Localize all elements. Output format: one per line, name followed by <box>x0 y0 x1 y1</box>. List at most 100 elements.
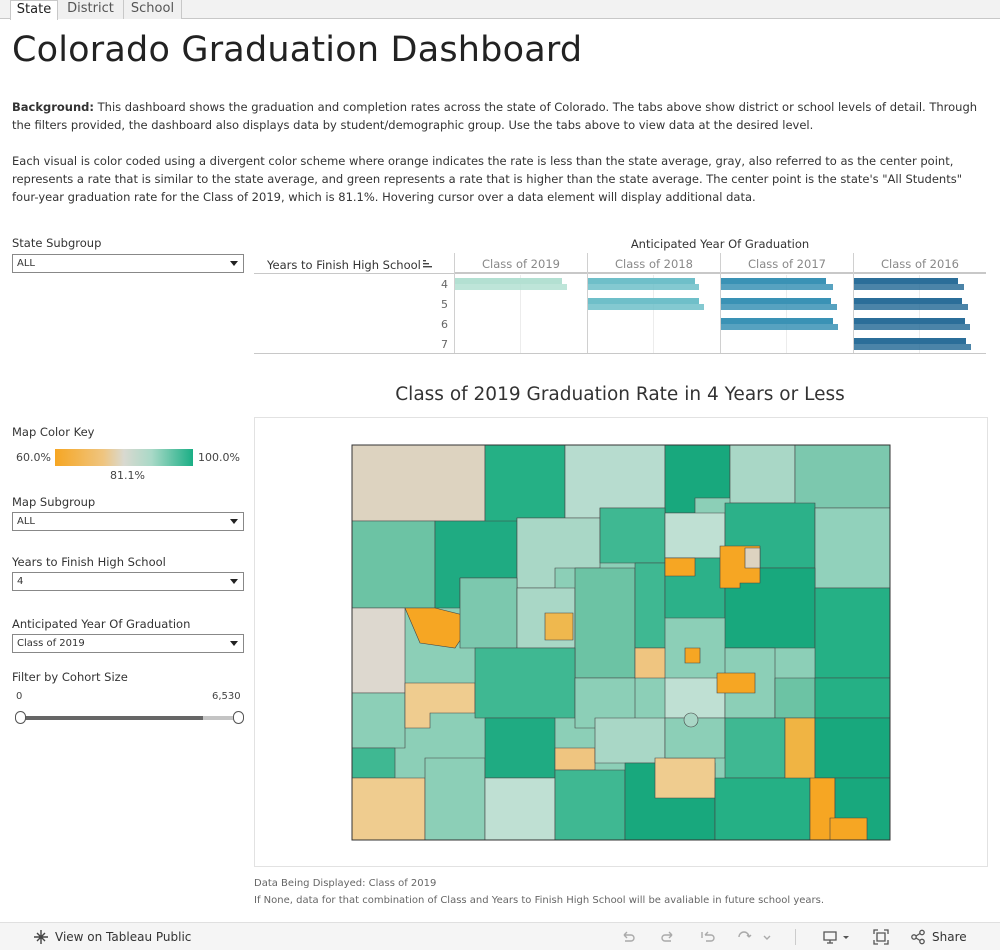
chevron-down-icon[interactable] <box>841 929 851 945</box>
district-region <box>774 677 816 719</box>
download-icon[interactable] <box>822 929 838 945</box>
district-region <box>574 567 636 679</box>
state-subgroup-value: ALL <box>17 258 35 269</box>
anticipated-year-select[interactable]: Class of 2019 <box>12 634 244 653</box>
bar-class-of-2017-row-5[interactable] <box>721 304 838 310</box>
bar-class-of-2018-row-5[interactable] <box>588 298 700 304</box>
map-subgroup-value: ALL <box>17 516 35 527</box>
refresh-icon[interactable] <box>736 929 752 945</box>
table-bottom-rule <box>254 353 986 354</box>
color-key-max: 100.0% <box>198 451 240 464</box>
years-to-finish-label: Years to Finish High School <box>12 555 166 569</box>
bar-class-of-2017-row-5[interactable] <box>721 298 831 304</box>
district-region <box>484 445 566 529</box>
district-region <box>474 647 576 719</box>
cohort-slider-max-handle[interactable] <box>233 711 244 724</box>
background-lead: Background: <box>12 100 94 114</box>
bar-class-of-2016-row-6[interactable] <box>854 324 971 330</box>
district-region <box>814 717 890 779</box>
district-region <box>554 747 596 771</box>
district-region <box>814 677 890 719</box>
district-region <box>634 562 666 649</box>
fullscreen-icon[interactable] <box>873 929 889 945</box>
cohort-slider-min-handle[interactable] <box>15 711 26 724</box>
district-region <box>564 445 666 519</box>
tab-school[interactable]: School <box>124 0 182 19</box>
state-subgroup-select[interactable]: ALL <box>12 254 244 273</box>
bar-class-of-2017-row-6[interactable] <box>721 324 839 330</box>
page-title: Colorado Graduation Dashboard <box>12 30 583 70</box>
district-region <box>744 547 761 569</box>
tableau-logo-icon[interactable] <box>33 929 49 945</box>
background-paragraph: Background: This dashboard shows the gra… <box>12 98 988 134</box>
bar-class-of-2016-row-4[interactable] <box>854 278 959 284</box>
bar-class-of-2019-row-4[interactable] <box>455 284 568 290</box>
bar-class-of-2018-row-4[interactable] <box>588 278 695 284</box>
district-region <box>352 607 406 694</box>
bar-class-of-2017-row-6[interactable] <box>721 318 833 324</box>
district-region <box>784 717 816 789</box>
district-region <box>664 512 726 559</box>
view-on-tableau-public-link[interactable]: View on Tableau Public <box>55 930 192 944</box>
map-subgroup-label: Map Subgroup <box>12 495 96 509</box>
district-region <box>714 777 811 840</box>
gridline <box>786 275 787 353</box>
district-region <box>664 677 726 719</box>
district-region <box>809 777 836 840</box>
anticipated-year-label: Anticipated Year Of Graduation <box>12 617 191 631</box>
years-to-finish-value: 4 <box>17 576 24 587</box>
cohort-size-min: 0 <box>16 691 23 702</box>
state-subgroup-label: State Subgroup <box>12 236 102 250</box>
bar-class-of-2016-row-4[interactable] <box>854 284 964 290</box>
gridline <box>520 275 521 353</box>
district-region <box>729 445 796 504</box>
tableau-toolbar: View on Tableau Public Share <box>0 922 1000 950</box>
map-color-key-label: Map Color Key <box>12 425 95 439</box>
availability-note: If None, data for that combination of Cl… <box>254 895 825 906</box>
district-region <box>684 647 701 664</box>
chevron-down-icon[interactable] <box>762 929 772 945</box>
chevron-down-icon <box>230 579 238 584</box>
bar-class-of-2019-row-4[interactable] <box>455 278 563 284</box>
district-region <box>594 717 666 764</box>
district-region <box>352 445 486 522</box>
column-divider <box>853 253 854 353</box>
row-label-6: 6 <box>441 318 448 331</box>
bar-class-of-2017-row-4[interactable] <box>721 284 834 290</box>
bar-class-of-2016-row-5[interactable] <box>854 298 963 304</box>
tab-state[interactable]: State <box>10 0 58 20</box>
class-header-2016: Class of 2016 <box>854 255 986 273</box>
district-region <box>352 520 436 609</box>
colorado-district-map[interactable] <box>255 418 989 868</box>
district-region <box>352 692 406 749</box>
map-subgroup-select[interactable]: ALL <box>12 512 244 531</box>
district-region <box>716 672 756 694</box>
bar-class-of-2018-row-4[interactable] <box>588 284 699 290</box>
chevron-down-icon <box>230 519 238 524</box>
bar-class-of-2016-row-7[interactable] <box>854 344 972 350</box>
cohort-slider-range <box>20 716 203 720</box>
class-header-2017: Class of 2017 <box>721 255 853 273</box>
row-label-7: 7 <box>441 338 448 351</box>
district-region <box>724 717 786 779</box>
years-to-finish-select[interactable]: 4 <box>12 572 244 591</box>
tab-district[interactable]: District <box>58 0 124 19</box>
column-divider <box>720 253 721 353</box>
bar-class-of-2016-row-5[interactable] <box>854 304 968 310</box>
background-text: This dashboard shows the graduation and … <box>12 100 978 132</box>
bar-class-of-2016-row-6[interactable] <box>854 318 965 324</box>
district-region <box>484 717 556 779</box>
row-label-4: 4 <box>441 278 448 291</box>
undo-icon[interactable] <box>620 929 636 945</box>
share-button[interactable]: Share <box>932 930 967 944</box>
district-region <box>352 777 426 840</box>
share-icon[interactable] <box>910 929 926 945</box>
color-key-center: 81.1% <box>110 469 145 482</box>
map-frame <box>254 417 988 867</box>
bar-class-of-2016-row-7[interactable] <box>854 338 967 344</box>
sort-icon[interactable] <box>423 259 433 269</box>
revert-icon[interactable] <box>700 929 716 945</box>
bar-class-of-2018-row-5[interactable] <box>588 304 705 310</box>
bar-class-of-2017-row-4[interactable] <box>721 278 827 284</box>
redo-icon[interactable] <box>660 929 676 945</box>
